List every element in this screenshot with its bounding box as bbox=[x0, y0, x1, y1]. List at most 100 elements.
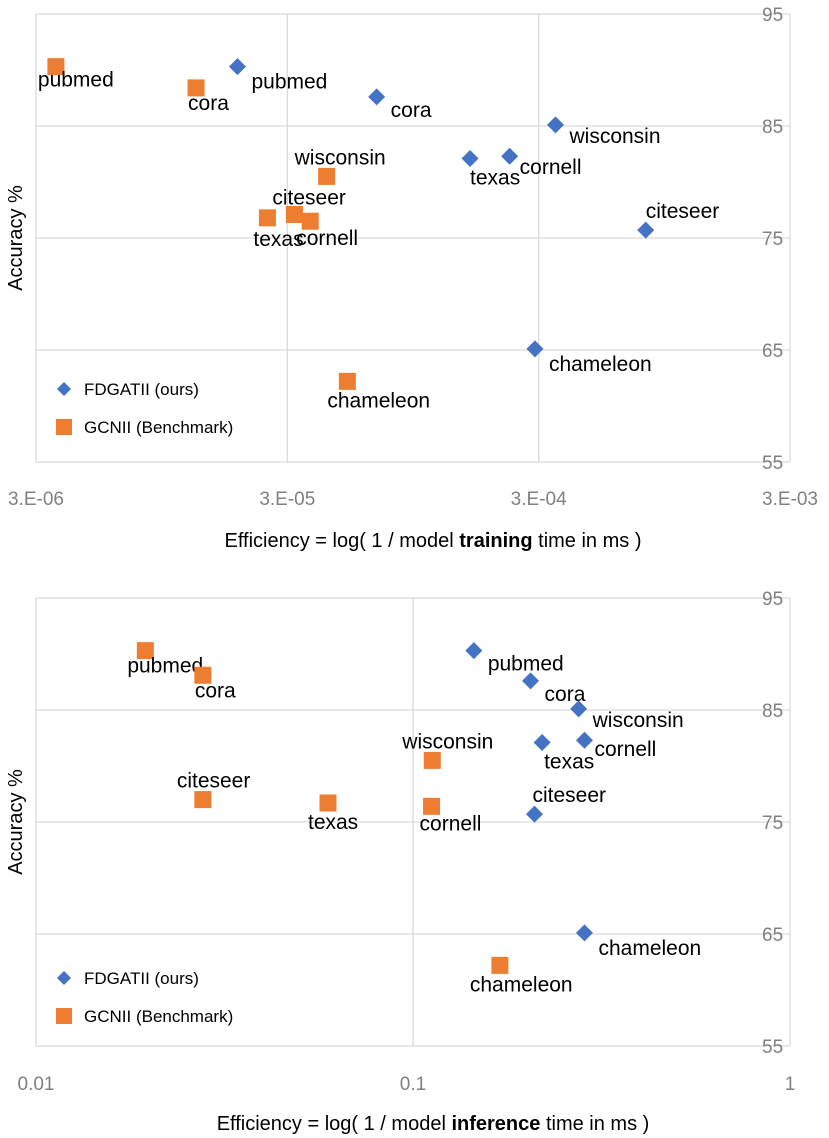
x-axis-title-part: Efficiency = log( 1 / model bbox=[217, 1113, 452, 1135]
data-label-wisconsin: wisconsin bbox=[401, 730, 493, 753]
y-tick-label: 55 bbox=[762, 453, 783, 474]
y-tick-label: 85 bbox=[762, 117, 783, 138]
data-label-wisconsin: wisconsin bbox=[294, 146, 386, 169]
data-label-citeseer: citeseer bbox=[177, 770, 251, 793]
data-label-cornell: cornell bbox=[594, 738, 656, 761]
x-tick-label: 3.E-06 bbox=[8, 489, 64, 510]
y-tick-label: 65 bbox=[762, 341, 783, 362]
x-tick-label: 0.01 bbox=[18, 1074, 55, 1095]
data-point-pubmed bbox=[228, 58, 246, 76]
data-label-chameleon: chameleon bbox=[549, 353, 652, 376]
data-point-chameleon bbox=[338, 372, 356, 390]
data-point-cornell bbox=[423, 797, 441, 815]
x-tick-label: 3.E-05 bbox=[259, 489, 315, 510]
data-point-citeseer bbox=[525, 805, 543, 823]
data-point-cora bbox=[368, 88, 386, 106]
data-label-citeseer: citeseer bbox=[646, 200, 720, 223]
legend-marker-diamond bbox=[57, 971, 71, 985]
x-axis-title: Efficiency = log( 1 / model training tim… bbox=[225, 530, 642, 552]
y-tick-label: 95 bbox=[762, 5, 783, 26]
data-label-pubmed: pubmed bbox=[38, 69, 114, 92]
legend-entry: GCNII (Benchmark) bbox=[84, 418, 233, 437]
x-axis-title-bold: inference bbox=[451, 1113, 540, 1135]
data-label-cornell: cornell bbox=[296, 227, 358, 250]
gridlines bbox=[35, 13, 791, 463]
data-label-cora: cora bbox=[188, 92, 229, 115]
data-point-cornell bbox=[501, 147, 519, 165]
data-label-texas: texas bbox=[308, 811, 358, 834]
data-label-chameleon: chameleon bbox=[327, 389, 430, 412]
data-point-cornell bbox=[575, 731, 593, 749]
x-axis-title-part: time in ms ) bbox=[540, 1113, 649, 1135]
data-point-citeseer bbox=[194, 791, 212, 809]
legend-marker-square bbox=[56, 419, 72, 435]
data-point-citeseer bbox=[637, 221, 655, 239]
data-point-citeseer bbox=[285, 205, 303, 223]
y-tick-label: 75 bbox=[762, 229, 783, 250]
data-label-wisconsin: wisconsin bbox=[568, 125, 660, 148]
data-point-cora bbox=[187, 79, 205, 97]
legend: FDGATII (ours) GCNII (Benchmark) bbox=[56, 380, 233, 437]
data-label-cora: cora bbox=[195, 679, 236, 702]
y-tick-label: 65 bbox=[762, 925, 783, 946]
legend-entry: GCNII (Benchmark) bbox=[84, 1007, 233, 1026]
data-point-cornell bbox=[301, 212, 319, 230]
data-point-texas bbox=[461, 149, 479, 167]
y-tick-label: 55 bbox=[762, 1037, 783, 1058]
data-label-cora: cora bbox=[391, 99, 432, 122]
x-axis-title-bold: training bbox=[459, 530, 532, 552]
y-tick-label: 95 bbox=[762, 589, 783, 610]
data-point-cora bbox=[522, 672, 540, 690]
data-point-wisconsin bbox=[318, 167, 336, 185]
data-label-cornell: cornell bbox=[520, 156, 582, 179]
data-label-citeseer: citeseer bbox=[532, 784, 606, 807]
data-point-texas bbox=[258, 209, 276, 227]
data-label-texas: texas bbox=[253, 228, 303, 251]
data-point-chameleon bbox=[575, 924, 593, 942]
x-tick-label: 3.E-03 bbox=[762, 489, 818, 510]
data-label-pubmed: pubmed bbox=[251, 71, 327, 94]
data-point-chameleon bbox=[491, 956, 509, 974]
legend-marker-diamond bbox=[57, 382, 71, 396]
legend-entry: FDGATII (ours) bbox=[84, 969, 199, 988]
x-tick-label: 3.E-04 bbox=[511, 489, 567, 510]
data-label-chameleon: chameleon bbox=[470, 973, 573, 996]
data-label-wisconsin: wisconsin bbox=[592, 709, 684, 732]
data-point-pubmed bbox=[136, 642, 154, 660]
data-point-texas bbox=[533, 733, 551, 751]
data-label-texas: texas bbox=[470, 166, 520, 189]
data-point-cora bbox=[194, 666, 212, 684]
chart-panel-1: 55 65 75 85 95 3.E-06 3.E-05 3.E-04 3.E-03 Effici… bbox=[5, 5, 818, 552]
y-tick-label: 85 bbox=[762, 701, 783, 722]
series-diamond: pubmedcorawisconsintexascornellciteseerc… bbox=[465, 642, 701, 960]
data-label-pubmed: pubmed bbox=[127, 655, 203, 678]
data-point-wisconsin bbox=[423, 751, 441, 769]
data-label-pubmed: pubmed bbox=[488, 653, 564, 676]
gridlines bbox=[35, 597, 791, 1047]
x-tick-label: 1 bbox=[785, 1074, 796, 1095]
data-point-wisconsin bbox=[570, 700, 588, 718]
y-axis-title: Accuracy % bbox=[5, 185, 27, 291]
legend-marker-square bbox=[56, 1008, 72, 1024]
data-label-cornell: cornell bbox=[420, 812, 482, 835]
data-label-citeseer: citeseer bbox=[272, 186, 346, 209]
data-point-texas bbox=[319, 794, 337, 812]
x-axis-title: Efficiency = log( 1 / model inference ti… bbox=[217, 1113, 650, 1135]
y-tick-label: 75 bbox=[762, 813, 783, 834]
legend: FDGATII (ours) GCNII (Benchmark) bbox=[56, 969, 233, 1026]
data-label-chameleon: chameleon bbox=[598, 937, 701, 960]
x-axis-title-part: Efficiency = log( 1 / model bbox=[225, 530, 460, 552]
data-point-chameleon bbox=[526, 340, 544, 358]
data-label-texas: texas bbox=[544, 750, 594, 773]
y-axis-title: Accuracy % bbox=[5, 769, 27, 875]
data-point-pubmed bbox=[47, 58, 65, 76]
x-tick-label: 0.1 bbox=[400, 1074, 426, 1095]
data-point-wisconsin bbox=[546, 116, 564, 134]
chart-panel-2: 55 65 75 85 95 0.01 0.1 1 Efficiency = log( 1 / … bbox=[5, 589, 795, 1135]
x-axis-title-part: time in ms ) bbox=[533, 530, 642, 552]
data-point-pubmed bbox=[465, 642, 483, 660]
